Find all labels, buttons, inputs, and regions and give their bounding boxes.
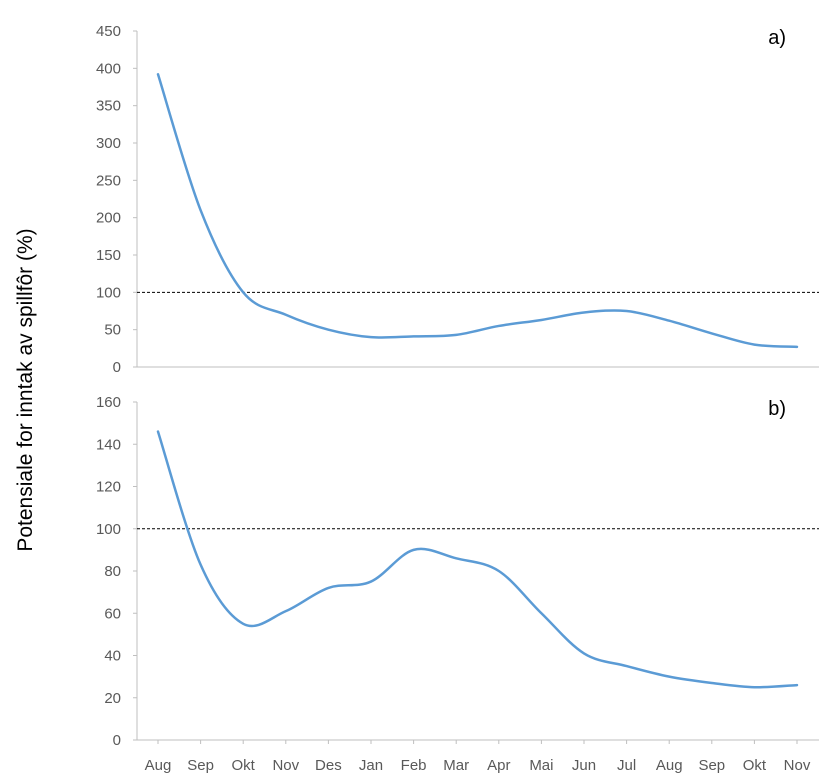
y-tick-label: 160: [96, 394, 121, 411]
x-tick-label: Jan: [359, 757, 383, 774]
y-tick-label: 250: [96, 172, 121, 189]
x-tick-label: Nov: [784, 757, 811, 774]
x-tick-label: Jul: [617, 757, 636, 774]
y-tick-label: 400: [96, 60, 121, 77]
y-tick-label: 20: [104, 690, 121, 707]
y-tick-label: 300: [96, 135, 121, 152]
y-tick-label: 0: [113, 359, 121, 376]
chart-panels: 0 50 100 150 200 250 300 350 400 450 a) 0 20 40 60 80 10…: [96, 23, 819, 749]
y-tick-label: 350: [96, 98, 121, 115]
series-line: [156, 430, 799, 689]
x-tick-label: Aug: [145, 757, 172, 774]
x-tick-label: Nov: [272, 757, 299, 774]
x-tick-label: Jun: [572, 757, 596, 774]
y-tick-label: 150: [96, 247, 121, 264]
panel-label: b): [768, 398, 786, 420]
y-axis-title: Potensiale for inntak av spillfôr (%): [14, 228, 37, 551]
y-tick-label: 100: [96, 284, 121, 301]
x-tick-label: Sep: [187, 757, 214, 774]
y-tick-label: 0: [113, 732, 121, 749]
x-tick-label: Okt: [743, 757, 767, 774]
y-tick-label: 40: [104, 648, 121, 665]
y-tick-label: 200: [96, 210, 121, 227]
x-tick-label: Apr: [487, 757, 510, 774]
x-tick-label: Okt: [232, 757, 256, 774]
y-tick-label: 120: [96, 479, 121, 496]
x-tick-label: Sep: [698, 757, 725, 774]
y-tick-label: 450: [96, 23, 121, 40]
y-tick-label: 140: [96, 436, 121, 453]
series-line: [156, 73, 799, 349]
x-tick-label: Mai: [529, 757, 553, 774]
y-tick-label: 100: [96, 521, 121, 538]
x-tick-label: Aug: [656, 757, 683, 774]
x-tick-label: Des: [315, 757, 342, 774]
y-tick-label: 80: [104, 563, 121, 580]
x-tick-label: Feb: [401, 757, 427, 774]
panel-a: 0 50 100 150 200 250 300 350 400 450 a): [96, 23, 819, 376]
panel-b: 0 20 40 60 80 100 120 140 160 b): [96, 394, 819, 749]
panel-label: a): [768, 27, 786, 49]
x-tick-label: Mar: [443, 757, 469, 774]
y-tick-label: 50: [104, 322, 121, 339]
y-tick-label: 60: [104, 605, 121, 622]
x-tick-labels: Aug Sep Okt Nov Des Jan Feb Mar Apr Mai Jun Jul Aug S…: [145, 740, 811, 774]
